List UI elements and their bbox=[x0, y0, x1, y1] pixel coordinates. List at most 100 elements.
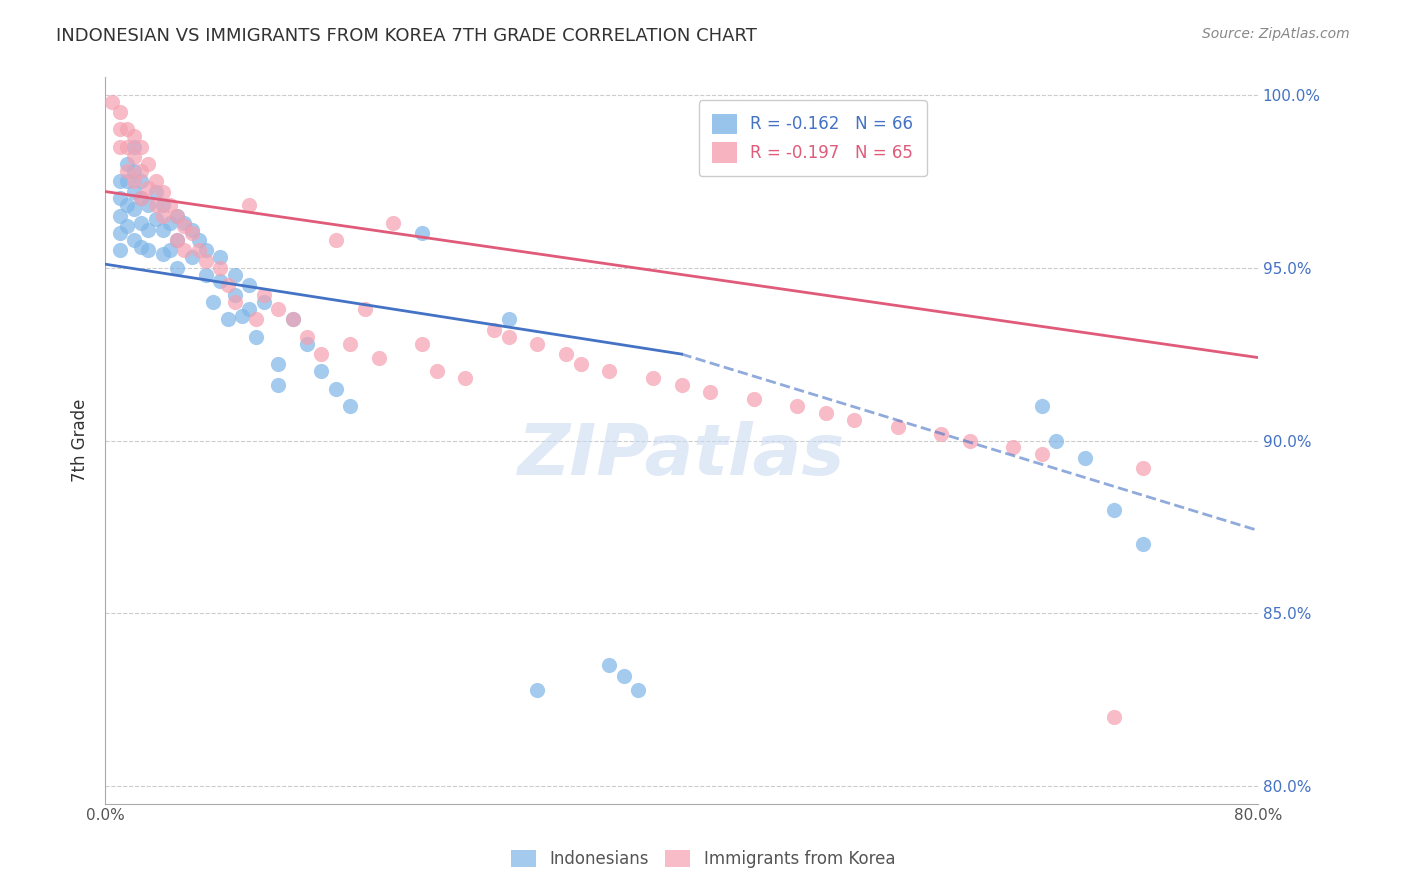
Point bbox=[159, 198, 181, 212]
Point bbox=[152, 247, 174, 261]
Point bbox=[245, 330, 267, 344]
Text: INDONESIAN VS IMMIGRANTS FROM KOREA 7TH GRADE CORRELATION CHART: INDONESIAN VS IMMIGRANTS FROM KOREA 7TH … bbox=[56, 27, 756, 45]
Point bbox=[238, 302, 260, 317]
Point bbox=[138, 244, 160, 258]
Point bbox=[742, 392, 765, 406]
Point bbox=[101, 95, 124, 109]
Point bbox=[145, 198, 167, 212]
Point bbox=[129, 191, 152, 205]
Point bbox=[217, 312, 239, 326]
Point bbox=[231, 309, 253, 323]
Point bbox=[173, 244, 195, 258]
Point bbox=[569, 358, 592, 372]
Point bbox=[173, 216, 195, 230]
Y-axis label: 7th Grade: 7th Grade bbox=[72, 399, 89, 483]
Point bbox=[115, 219, 138, 234]
Point bbox=[526, 682, 548, 697]
Point bbox=[166, 209, 188, 223]
Point bbox=[253, 288, 276, 302]
Point bbox=[339, 336, 361, 351]
Point bbox=[295, 330, 318, 344]
Point bbox=[368, 351, 391, 365]
Point bbox=[145, 174, 167, 188]
Point bbox=[1031, 447, 1053, 461]
Point bbox=[598, 658, 620, 673]
Point bbox=[671, 378, 693, 392]
Point bbox=[166, 233, 188, 247]
Point bbox=[382, 216, 405, 230]
Point bbox=[641, 371, 664, 385]
Legend: Indonesians, Immigrants from Korea: Indonesians, Immigrants from Korea bbox=[505, 843, 901, 875]
Point bbox=[108, 191, 131, 205]
Point bbox=[145, 212, 167, 227]
Point bbox=[115, 122, 138, 136]
Point bbox=[138, 198, 160, 212]
Point bbox=[498, 330, 520, 344]
Point bbox=[122, 174, 145, 188]
Point bbox=[209, 275, 232, 289]
Point bbox=[187, 244, 209, 258]
Point bbox=[138, 222, 160, 236]
Point bbox=[108, 122, 131, 136]
Point bbox=[1102, 710, 1125, 724]
Point bbox=[108, 139, 131, 153]
Point bbox=[138, 157, 160, 171]
Point bbox=[152, 209, 174, 223]
Point bbox=[122, 150, 145, 164]
Point bbox=[339, 399, 361, 413]
Point bbox=[598, 364, 620, 378]
Point bbox=[311, 364, 333, 378]
Point bbox=[325, 233, 347, 247]
Point bbox=[353, 302, 375, 317]
Point bbox=[180, 222, 202, 236]
Point bbox=[195, 253, 218, 268]
Point bbox=[129, 191, 152, 205]
Point bbox=[108, 209, 131, 223]
Point bbox=[498, 312, 520, 326]
Point bbox=[267, 358, 290, 372]
Point bbox=[122, 139, 145, 153]
Point bbox=[613, 668, 636, 682]
Point bbox=[281, 312, 304, 326]
Point bbox=[325, 382, 347, 396]
Point bbox=[180, 250, 202, 264]
Point bbox=[173, 219, 195, 234]
Point bbox=[238, 198, 260, 212]
Point bbox=[238, 277, 260, 292]
Point bbox=[411, 336, 433, 351]
Point bbox=[108, 226, 131, 240]
Point bbox=[245, 312, 267, 326]
Point bbox=[108, 244, 131, 258]
Point bbox=[411, 226, 433, 240]
Point bbox=[267, 302, 290, 317]
Point bbox=[166, 209, 188, 223]
Point bbox=[202, 295, 225, 310]
Legend: R = -0.162   N = 66, R = -0.197   N = 65: R = -0.162 N = 66, R = -0.197 N = 65 bbox=[699, 100, 927, 176]
Point bbox=[484, 323, 506, 337]
Point bbox=[145, 185, 167, 199]
Point bbox=[152, 185, 174, 199]
Point bbox=[1031, 399, 1053, 413]
Point bbox=[844, 413, 866, 427]
Point bbox=[122, 163, 145, 178]
Point bbox=[159, 216, 181, 230]
Point bbox=[108, 105, 131, 120]
Point bbox=[122, 129, 145, 144]
Point bbox=[224, 268, 246, 282]
Point bbox=[1074, 450, 1097, 465]
Point bbox=[138, 181, 160, 195]
Point bbox=[627, 682, 650, 697]
Point bbox=[253, 295, 276, 310]
Point bbox=[555, 347, 578, 361]
Point bbox=[129, 174, 152, 188]
Point bbox=[426, 364, 449, 378]
Point bbox=[929, 426, 952, 441]
Point bbox=[281, 312, 304, 326]
Point bbox=[166, 260, 188, 275]
Point bbox=[209, 260, 232, 275]
Point bbox=[115, 163, 138, 178]
Point bbox=[166, 233, 188, 247]
Point bbox=[209, 250, 232, 264]
Point bbox=[217, 277, 239, 292]
Point bbox=[886, 419, 908, 434]
